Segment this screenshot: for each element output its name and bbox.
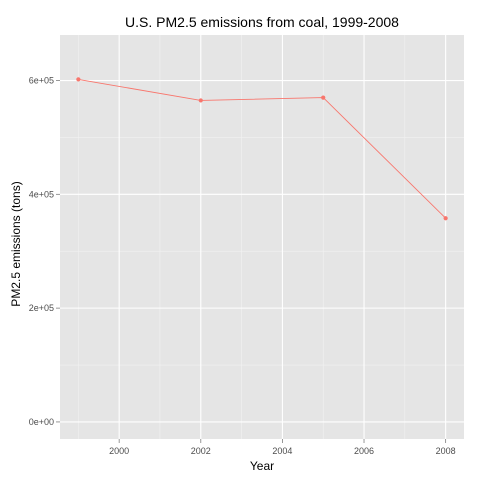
data-point [76, 77, 81, 82]
data-point [443, 216, 448, 221]
y-tick-label: 0e+00 [29, 417, 54, 427]
y-tick-label: 2e+05 [29, 303, 54, 313]
x-axis: 2000 2002 2004 2006 2008 [109, 439, 456, 456]
x-axis-title: Year [250, 459, 274, 473]
y-axis-title: PM2.5 emissions (tons) [9, 181, 23, 306]
chart-title: U.S. PM2.5 emissions from coal, 1999-200… [125, 14, 399, 30]
x-tick-label: 2000 [109, 446, 129, 456]
x-tick-label: 2008 [436, 446, 456, 456]
plot-panel [60, 35, 464, 439]
series-line [78, 78, 446, 219]
y-tick-label: 4e+05 [29, 189, 54, 199]
grid [60, 35, 464, 439]
data-point [198, 98, 203, 103]
series [76, 77, 448, 221]
data-point [321, 95, 326, 100]
x-tick-label: 2002 [191, 446, 211, 456]
y-tick-label: 6e+05 [29, 76, 54, 86]
x-tick-label: 2004 [272, 446, 292, 456]
y-axis: 0e+00 2e+05 4e+05 6e+05 [29, 76, 60, 427]
x-tick-label: 2006 [354, 446, 374, 456]
